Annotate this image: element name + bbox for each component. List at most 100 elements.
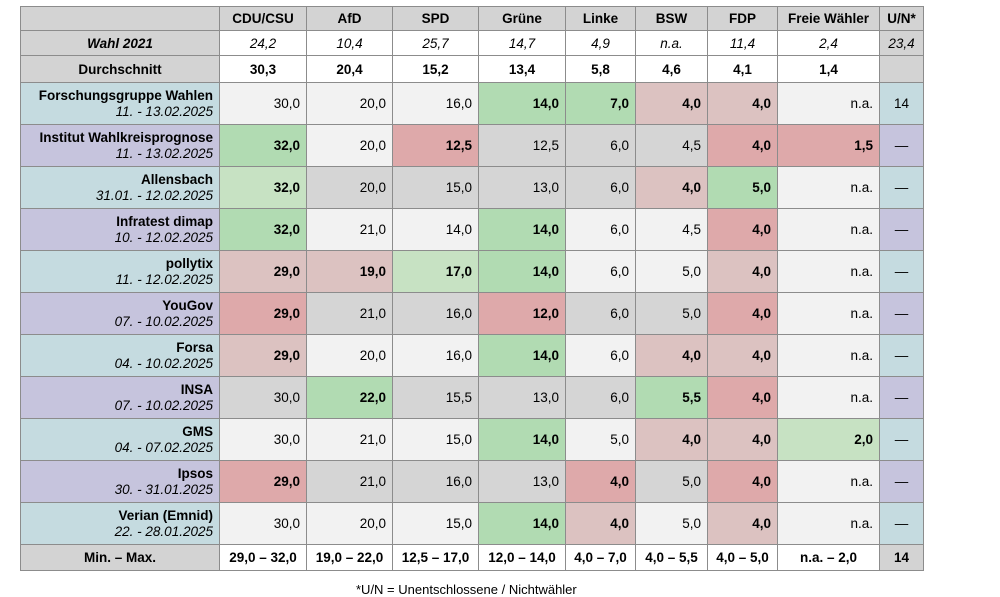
- value-cell: 16,0: [392, 82, 479, 125]
- value-cell: n.a.: [777, 292, 880, 335]
- value-cell: 4,0: [707, 208, 778, 251]
- value-cell: 11,4: [707, 30, 778, 56]
- poll-row: INSA 07. - 10.02.2025 30,0 22,0 15,5 13,0 6,0 5…: [20, 376, 924, 419]
- value-cell: 6,0: [565, 208, 636, 251]
- value-cell: 12,0: [478, 292, 566, 335]
- value-cell: —: [879, 418, 924, 461]
- party-header: Freie Wähler: [777, 6, 880, 31]
- value-cell: 13,0: [478, 376, 566, 419]
- value-cell: 16,0: [392, 292, 479, 335]
- footnote: *U/N = Unentschlossene / Nichtwähler: [356, 582, 577, 597]
- value-cell: 29,0: [219, 334, 307, 377]
- value-cell: 19,0 – 22,0: [306, 544, 393, 571]
- value-cell: 30,0: [219, 502, 307, 545]
- value-cell: n.a.: [777, 502, 880, 545]
- value-cell: 22,0: [306, 376, 393, 419]
- value-cell: 13,0: [478, 460, 566, 503]
- value-cell: —: [879, 460, 924, 503]
- value-cell: 4,0 – 7,0: [565, 544, 636, 571]
- institute-name: Forsa: [176, 339, 213, 355]
- institute-cell: Ipsos 30. - 31.01.2025: [20, 460, 220, 503]
- value-cell: —: [879, 292, 924, 335]
- institute-cell: pollytix 11. - 12.02.2025: [20, 250, 220, 293]
- value-cell: 4,0: [707, 82, 778, 125]
- poll-date: 07. - 10.02.2025: [114, 397, 213, 413]
- value-cell: 5,5: [635, 376, 708, 419]
- value-cell: 16,0: [392, 460, 479, 503]
- value-cell: 4,0: [635, 166, 708, 209]
- value-cell: 4,0: [707, 334, 778, 377]
- value-cell: 12,5: [392, 124, 479, 167]
- value-cell: 1,4: [777, 55, 880, 83]
- value-cell: —: [879, 208, 924, 251]
- institute-cell: YouGov 07. - 10.02.2025: [20, 292, 220, 335]
- value-cell: 29,0: [219, 460, 307, 503]
- value-cell: 12,5: [478, 124, 566, 167]
- value-cell: n.a.: [777, 208, 880, 251]
- value-cell: 14: [879, 544, 924, 571]
- value-cell: 12,0 – 14,0: [478, 544, 566, 571]
- value-cell: 4,0 – 5,5: [635, 544, 708, 571]
- poll-row: Institut Wahlkreisprognose 11. - 13.02.20…: [20, 124, 924, 167]
- value-cell: —: [879, 502, 924, 545]
- row-label: Durchschnitt: [20, 55, 220, 83]
- value-cell: 21,0: [306, 208, 393, 251]
- value-cell: 14,0: [478, 502, 566, 545]
- value-cell: 4,0: [707, 250, 778, 293]
- value-cell: 1,5: [777, 124, 880, 167]
- value-cell: 30,0: [219, 82, 307, 125]
- institute-cell: Infratest dimap 10. - 12.02.2025: [20, 208, 220, 251]
- value-cell: 6,0: [565, 292, 636, 335]
- value-cell: 14,0: [478, 250, 566, 293]
- value-cell: 4,0: [707, 292, 778, 335]
- institute-name: Allensbach: [140, 171, 213, 187]
- institute-cell: Forschungsgruppe Wahlen 11. - 13.02.2025: [20, 82, 220, 125]
- value-cell: 5,0: [635, 502, 708, 545]
- party-header: Linke: [565, 6, 636, 31]
- value-cell: 20,4: [306, 55, 393, 83]
- header-row: CDU/CSU AfD SPD Grüne Linke BSW FDP Frei…: [20, 6, 924, 31]
- value-cell: 20,0: [306, 502, 393, 545]
- value-cell: 4,6: [635, 55, 708, 83]
- value-cell: 4,5: [635, 124, 708, 167]
- value-cell: 5,0: [635, 460, 708, 503]
- institute-cell: Verian (Emnid) 22. - 28.01.2025: [20, 502, 220, 545]
- value-cell: 4,0: [565, 502, 636, 545]
- value-cell: 4,0: [635, 418, 708, 461]
- poll-row: Allensbach 31.01. - 12.02.2025 32,0 20,0 15,…: [20, 166, 924, 209]
- value-cell: 13,4: [478, 55, 566, 83]
- poll-row: Ipsos 30. - 31.01.2025 29,0 21,0 16,0 13,0 4,0…: [20, 460, 924, 503]
- poll-date: 31.01. - 12.02.2025: [95, 187, 213, 203]
- value-cell: 5,8: [565, 55, 636, 83]
- value-cell: 4,0: [565, 460, 636, 503]
- institute-cell: Forsa 04. - 10.02.2025: [20, 334, 220, 377]
- row-label: Wahl 2021: [20, 30, 220, 56]
- value-cell: 29,0: [219, 250, 307, 293]
- institute-cell: Allensbach 31.01. - 12.02.2025: [20, 166, 220, 209]
- value-cell: 21,0: [306, 292, 393, 335]
- value-cell: 4,0 – 5,0: [707, 544, 778, 571]
- value-cell: 14,7: [478, 30, 566, 56]
- value-cell: 15,0: [392, 502, 479, 545]
- institute-cell: INSA 07. - 10.02.2025: [20, 376, 220, 419]
- value-cell: n.a.: [777, 166, 880, 209]
- value-cell: n.a.: [777, 334, 880, 377]
- poll-row: Verian (Emnid) 22. - 28.01.2025 30,0 20,0 15…: [20, 502, 924, 545]
- value-cell: 14,0: [392, 208, 479, 251]
- value-cell: 20,0: [306, 82, 393, 125]
- poll-date: 22. - 28.01.2025: [114, 523, 213, 539]
- value-cell: 30,0: [219, 418, 307, 461]
- poll-date: 11. - 12.02.2025: [115, 271, 213, 287]
- value-cell: 19,0: [306, 250, 393, 293]
- institute-cell: GMS 04. - 07.02.2025: [20, 418, 220, 461]
- poll-date: 04. - 10.02.2025: [114, 355, 213, 371]
- poll-row: pollytix 11. - 12.02.2025 29,0 19,0 17,0 14,0…: [20, 250, 924, 293]
- value-cell: 20,0: [306, 166, 393, 209]
- institute-name: Institut Wahlkreisprognose: [39, 129, 213, 145]
- value-cell: 6,0: [565, 250, 636, 293]
- institute-name: YouGov: [162, 297, 213, 313]
- value-cell: 5,0: [635, 250, 708, 293]
- value-cell: 25,7: [392, 30, 479, 56]
- value-cell: 4,9: [565, 30, 636, 56]
- value-cell: —: [879, 124, 924, 167]
